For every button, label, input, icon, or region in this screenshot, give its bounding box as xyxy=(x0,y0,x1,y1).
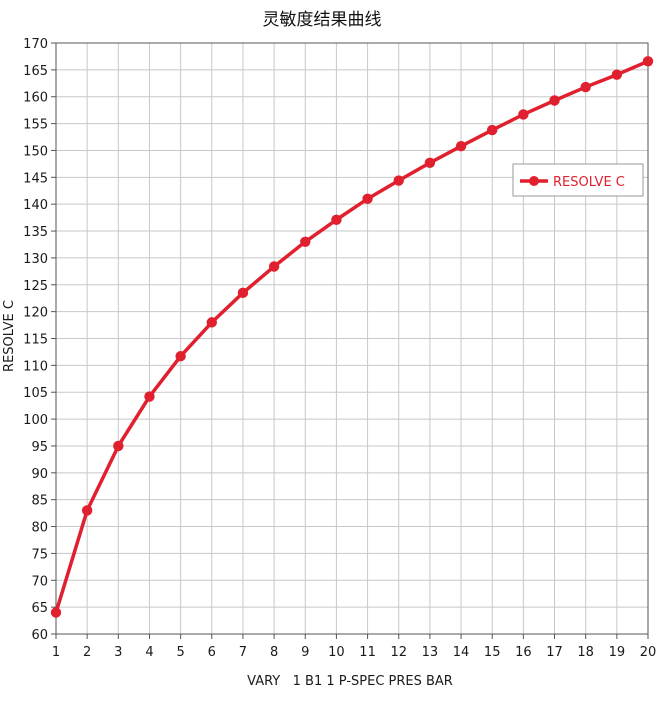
x-tick-label: 5 xyxy=(176,645,184,660)
data-point xyxy=(237,287,249,299)
data-point xyxy=(455,140,467,152)
data-point xyxy=(113,440,124,452)
y-tick-label: 80 xyxy=(31,521,48,536)
x-tick-label: 2 xyxy=(83,645,91,660)
data-point xyxy=(611,69,623,80)
data-point xyxy=(268,261,280,272)
x-tick-label: 17 xyxy=(546,645,563,660)
y-tick-label: 110 xyxy=(23,359,48,374)
grid-lines xyxy=(55,42,649,635)
y-tick-label: 130 xyxy=(23,252,48,267)
x-tick-label: 4 xyxy=(145,645,153,660)
x-tick-label: 19 xyxy=(609,645,626,660)
y-tick-label: 145 xyxy=(23,171,48,186)
x-tick-label: 15 xyxy=(484,645,501,660)
x-tick-label: 13 xyxy=(422,645,439,660)
y-tick-label: 65 xyxy=(31,601,48,616)
y-tick-label: 85 xyxy=(31,494,48,509)
data-point xyxy=(175,351,186,362)
data-point xyxy=(206,317,217,328)
chart-title: 灵敏度结果曲线 xyxy=(263,10,382,30)
data-point xyxy=(144,391,155,402)
x-tick-label: 9 xyxy=(301,645,309,660)
y-axis-title: RESOLVE C xyxy=(2,300,17,372)
y-tick-label: 115 xyxy=(23,333,48,348)
x-tick-label: 14 xyxy=(453,645,470,660)
y-tick-label: 140 xyxy=(23,198,48,213)
data-point xyxy=(518,109,529,120)
y-tick-label: 75 xyxy=(31,547,48,562)
series-0 xyxy=(50,56,654,618)
x-tick-label: 10 xyxy=(328,645,345,660)
legend-entry-label: RESOLVE C xyxy=(553,175,625,190)
y-tick-label: 150 xyxy=(23,144,48,159)
y-tick-label: 120 xyxy=(23,306,48,321)
y-tick-label: 155 xyxy=(23,118,48,133)
data-point xyxy=(424,157,436,169)
x-tick-label: 6 xyxy=(208,645,216,660)
y-tick-label: 165 xyxy=(23,64,48,79)
data-point xyxy=(487,124,498,136)
y-tick-label: 135 xyxy=(23,225,48,240)
x-tick-label: 20 xyxy=(640,645,657,660)
data-point xyxy=(362,193,373,205)
y-tick-label: 60 xyxy=(31,628,48,643)
x-tick-label: 18 xyxy=(577,645,594,660)
y-tick-labels: 60 65 70 75 80 85 90 95 100 105 110 115 120 125 130 135… xyxy=(23,37,48,643)
x-tick-label: 16 xyxy=(515,645,532,660)
x-tick-label: 7 xyxy=(239,645,247,660)
legend: RESOLVE C xyxy=(512,163,644,197)
data-point xyxy=(331,214,342,225)
y-tick-label: 125 xyxy=(23,279,48,294)
legend-swatch-marker xyxy=(529,176,539,186)
y-tick-label: 95 xyxy=(31,440,48,455)
data-point xyxy=(580,81,591,93)
x-tick-label: 12 xyxy=(390,645,407,660)
data-point xyxy=(50,607,62,618)
data-point xyxy=(393,175,404,186)
y-tick-label: 170 xyxy=(23,37,48,52)
x-tick-label: 1 xyxy=(52,645,60,660)
axes xyxy=(51,42,649,639)
x-tick-label: 3 xyxy=(114,645,122,660)
data-point xyxy=(549,95,560,106)
y-tick-label: 70 xyxy=(31,574,48,589)
y-tick-label: 90 xyxy=(31,467,48,482)
series-group xyxy=(50,56,654,618)
data-point xyxy=(642,56,654,67)
x-tick-labels: 1 2 3 4 5 6 7 8 9 10 11 12 13 14 15 16 17 18 19 20 xyxy=(52,645,656,660)
y-tick-label: 105 xyxy=(23,386,48,401)
y-tick-label: 160 xyxy=(23,91,48,106)
x-axis-title: VARY 1 B1 1 P-SPEC PRES BAR xyxy=(247,674,453,689)
x-tick-label: 11 xyxy=(359,645,376,660)
data-point xyxy=(81,505,93,516)
data-point xyxy=(300,236,311,247)
x-tick-label: 8 xyxy=(270,645,278,660)
series-line xyxy=(54,59,650,615)
y-tick-label: 100 xyxy=(23,413,48,428)
